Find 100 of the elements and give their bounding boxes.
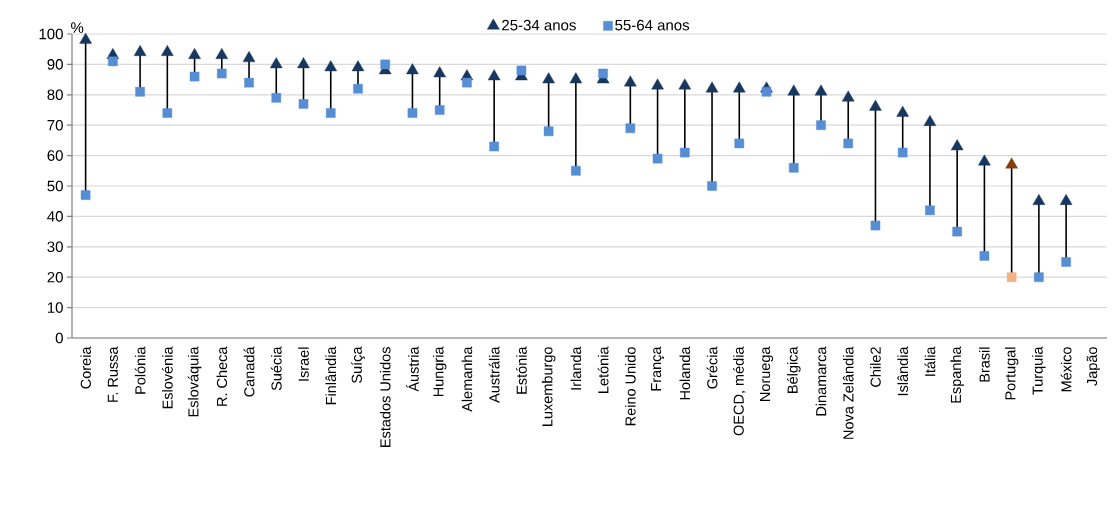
point <box>543 126 554 137</box>
point <box>324 60 337 72</box>
x-tick-label: OECD, média <box>733 346 746 436</box>
point <box>925 205 935 216</box>
point <box>733 81 746 93</box>
x-tick-label: Coreia <box>80 346 91 389</box>
x-tick-label: Suécia <box>270 346 282 391</box>
point <box>215 48 229 59</box>
point <box>569 72 583 84</box>
point <box>489 141 499 152</box>
x-tick-label: México <box>1060 347 1072 392</box>
point <box>189 71 200 82</box>
point <box>161 45 174 56</box>
point <box>814 84 828 96</box>
point <box>244 77 254 88</box>
x-tick-label: Japão <box>1086 347 1101 386</box>
point <box>351 60 365 72</box>
point <box>1061 257 1071 267</box>
x-tick-label: Reino Unido <box>625 347 636 426</box>
y-tick-label: 80 <box>47 89 63 101</box>
point <box>188 48 201 59</box>
x-tick-label: Bélgica <box>786 346 801 393</box>
point <box>734 138 745 149</box>
point <box>1006 272 1017 282</box>
x-tick-label: Espanha <box>950 346 964 403</box>
point <box>487 69 501 81</box>
x-tick-label: Dinamarca <box>815 346 827 416</box>
point <box>841 90 855 102</box>
legend-label: 25-34 anos <box>502 19 576 31</box>
point <box>624 75 637 87</box>
point <box>162 108 173 118</box>
point <box>79 32 92 44</box>
x-tick-label: Islândia <box>897 346 909 396</box>
point <box>407 108 418 118</box>
x-tick-label: Eslováquia <box>187 346 202 417</box>
point <box>380 59 390 70</box>
point <box>816 120 826 130</box>
x-tick-label: Hungria <box>432 346 447 397</box>
point <box>108 56 118 67</box>
point <box>843 138 853 149</box>
x-tick-label: Portugal <box>1004 347 1019 400</box>
point <box>787 84 800 96</box>
x-tick-label: Brasil <box>979 347 990 382</box>
x-tick-label: Luxemburgo <box>541 347 556 426</box>
point <box>625 123 636 134</box>
x-tick-label: Letónia <box>597 346 609 393</box>
point <box>271 93 282 103</box>
point <box>680 147 690 158</box>
point <box>978 154 991 166</box>
point <box>952 226 962 237</box>
point <box>571 166 581 176</box>
y-tick-label: 10 <box>47 302 63 313</box>
y-tick-label: 30 <box>47 241 63 253</box>
point <box>788 162 799 173</box>
y-axis-title: % <box>71 22 84 33</box>
point <box>135 86 145 97</box>
x-tick-label: Noruega <box>760 346 774 401</box>
point <box>325 108 336 118</box>
point <box>133 45 147 56</box>
point <box>242 51 256 62</box>
x-tick-label: Grécia <box>706 346 718 389</box>
point <box>1034 272 1044 282</box>
point <box>462 77 472 88</box>
x-tick-label: F. Russa <box>107 346 118 402</box>
y-tick-label: 0 <box>55 332 63 344</box>
point <box>598 68 608 79</box>
point <box>761 86 772 97</box>
x-tick-label: Austrália <box>488 346 500 403</box>
y-tick-label: 60 <box>47 150 63 161</box>
y-tick-label: 50 <box>47 180 63 192</box>
point <box>297 57 310 69</box>
legend-label: 55-64 anos <box>615 19 690 31</box>
y-tick-label: 40 <box>47 211 63 222</box>
point <box>923 114 937 126</box>
x-tick-label: Canadá <box>243 346 255 397</box>
point <box>979 251 990 261</box>
x-tick-label: Estónia <box>515 346 527 394</box>
point <box>434 105 445 115</box>
x-tick-label: França <box>651 346 665 391</box>
point <box>1059 194 1073 205</box>
x-tick-label: Irlanda <box>570 346 582 390</box>
x-tick-label: Israel <box>298 347 309 381</box>
point <box>707 181 717 191</box>
point <box>870 220 881 231</box>
point <box>542 72 555 84</box>
point <box>80 190 91 200</box>
point <box>869 99 882 111</box>
x-tick-label: Estados Unidos <box>379 347 391 447</box>
point <box>433 66 446 78</box>
y-tick-label: 20 <box>47 271 63 283</box>
x-tick-label: R. Checa <box>216 346 228 406</box>
x-tick-label: Alemanha <box>461 346 473 412</box>
x-tick-label: Nova Zelândia <box>842 346 854 439</box>
y-tick-label: 90 <box>47 59 63 70</box>
point <box>652 153 663 164</box>
point <box>1032 194 1046 205</box>
point <box>897 147 908 158</box>
x-tick-label: Suíça <box>351 346 365 383</box>
x-tick-label: Holanda <box>679 346 691 400</box>
y-tick-label: 100 <box>39 28 63 40</box>
